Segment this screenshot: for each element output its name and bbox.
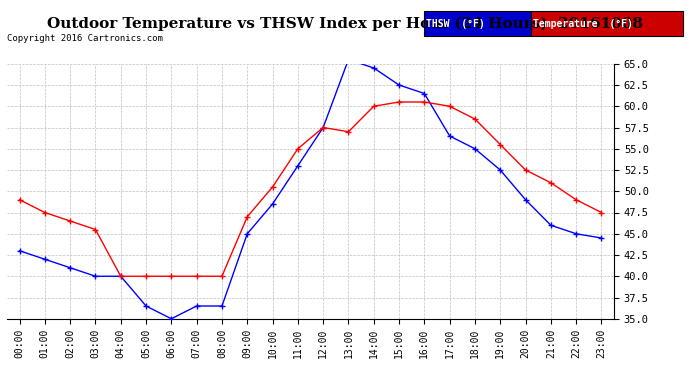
Text: Outdoor Temperature vs THSW Index per Hour (24 Hours)  20161008: Outdoor Temperature vs THSW Index per Ho…	[47, 17, 643, 31]
Text: Temperature  (°F): Temperature (°F)	[533, 19, 633, 28]
Text: Copyright 2016 Cartronics.com: Copyright 2016 Cartronics.com	[7, 34, 163, 43]
Text: THSW  (°F): THSW (°F)	[426, 19, 485, 28]
